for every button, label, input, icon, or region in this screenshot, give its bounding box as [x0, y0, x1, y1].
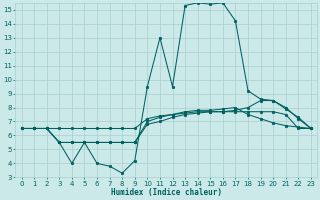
X-axis label: Humidex (Indice chaleur): Humidex (Indice chaleur) [111, 188, 222, 197]
